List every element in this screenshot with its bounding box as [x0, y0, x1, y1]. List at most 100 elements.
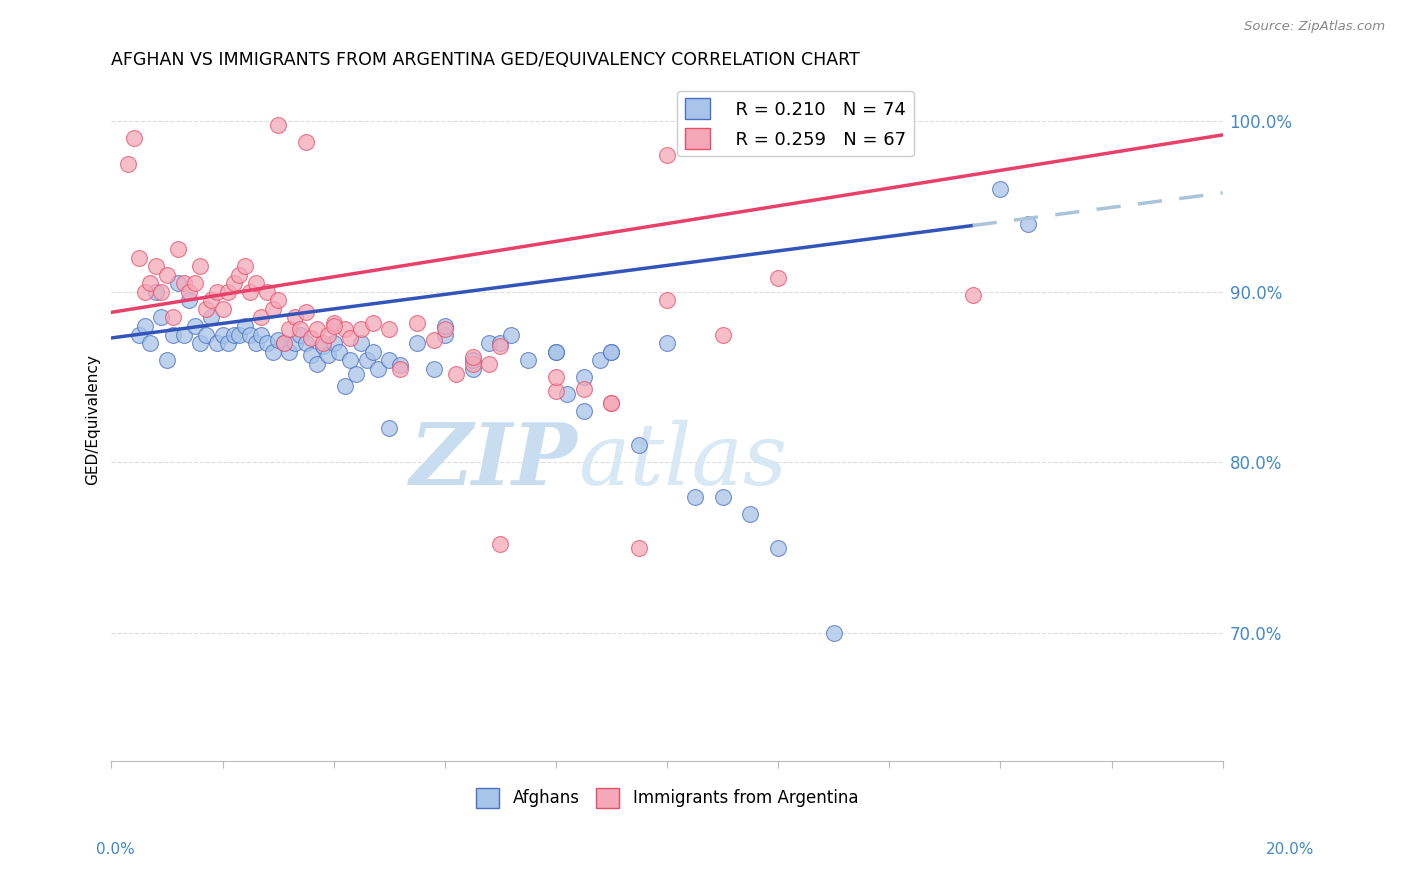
Point [389, 361, 412, 376]
Point [311, 336, 333, 351]
Point [239, 327, 262, 342]
Point [356, 353, 378, 368]
Point [150, 285, 173, 299]
Point [406, 316, 429, 330]
Point [194, 327, 217, 342]
Point [156, 353, 179, 368]
Point [233, 318, 256, 333]
Point [233, 259, 256, 273]
Point [501, 327, 523, 342]
Point [711, 490, 734, 504]
Point [544, 344, 567, 359]
Point [489, 336, 512, 351]
Point [711, 327, 734, 342]
Text: Source: ZipAtlas.com: Source: ZipAtlas.com [1244, 20, 1385, 33]
Point [273, 336, 295, 351]
Point [328, 344, 350, 359]
Point [167, 242, 190, 256]
Point [267, 118, 290, 132]
Point [367, 361, 389, 376]
Point [433, 322, 456, 336]
Point [322, 316, 344, 330]
Point [295, 336, 318, 351]
Point [823, 626, 845, 640]
Point [179, 293, 201, 308]
Point [228, 327, 250, 342]
Point [766, 541, 789, 555]
Point [200, 293, 222, 308]
Point [433, 327, 456, 342]
Point [228, 268, 250, 282]
Point [461, 357, 484, 371]
Point [200, 310, 222, 325]
Point [162, 310, 184, 325]
Point [305, 322, 328, 336]
Point [301, 348, 323, 362]
Point [256, 285, 278, 299]
Point [188, 259, 211, 273]
Point [217, 285, 239, 299]
Point [184, 277, 207, 291]
Point [378, 353, 401, 368]
Point [145, 259, 167, 273]
Point [134, 318, 156, 333]
Point [184, 318, 207, 333]
Text: 20.0%: 20.0% [1267, 842, 1315, 856]
Point [128, 327, 150, 342]
Point [305, 357, 328, 371]
Point [990, 182, 1012, 196]
Point [205, 285, 228, 299]
Point [262, 344, 284, 359]
Point [683, 490, 706, 504]
Point [378, 322, 401, 336]
Text: AFGHAN VS IMMIGRANTS FROM ARGENTINA GED/EQUIVALENCY CORRELATION CHART: AFGHAN VS IMMIGRANTS FROM ARGENTINA GED/… [111, 51, 860, 69]
Point [444, 367, 467, 381]
Point [361, 344, 384, 359]
Text: 0.0%: 0.0% [96, 842, 135, 856]
Point [322, 318, 344, 333]
Point [600, 396, 623, 410]
Point [284, 336, 307, 351]
Text: ZIP: ZIP [411, 419, 578, 502]
Point [273, 336, 295, 351]
Point [139, 336, 162, 351]
Point [361, 316, 384, 330]
Point [517, 353, 540, 368]
Point [239, 285, 262, 299]
Point [572, 404, 595, 418]
Point [344, 367, 367, 381]
Legend: Afghans, Immigrants from Argentina: Afghans, Immigrants from Argentina [470, 781, 865, 814]
Point [150, 310, 173, 325]
Point [740, 507, 762, 521]
Point [544, 344, 567, 359]
Point [406, 336, 429, 351]
Point [461, 350, 484, 364]
Point [134, 285, 156, 299]
Point [433, 318, 456, 333]
Point [211, 327, 233, 342]
Point [128, 251, 150, 265]
Point [478, 336, 501, 351]
Point [461, 353, 484, 368]
Point [278, 322, 301, 336]
Point [267, 333, 290, 347]
Point [139, 277, 162, 291]
Point [600, 344, 623, 359]
Point [489, 537, 512, 551]
Point [555, 387, 578, 401]
Point [117, 157, 139, 171]
Point [250, 310, 273, 325]
Text: atlas: atlas [578, 419, 787, 502]
Point [316, 348, 339, 362]
Point [211, 301, 233, 316]
Point [217, 336, 239, 351]
Point [290, 322, 312, 336]
Point [655, 336, 678, 351]
Point [333, 378, 356, 392]
Point [333, 322, 356, 336]
Point [167, 277, 190, 291]
Point [250, 327, 273, 342]
Point [350, 336, 373, 351]
Point [766, 271, 789, 285]
Point [222, 327, 245, 342]
